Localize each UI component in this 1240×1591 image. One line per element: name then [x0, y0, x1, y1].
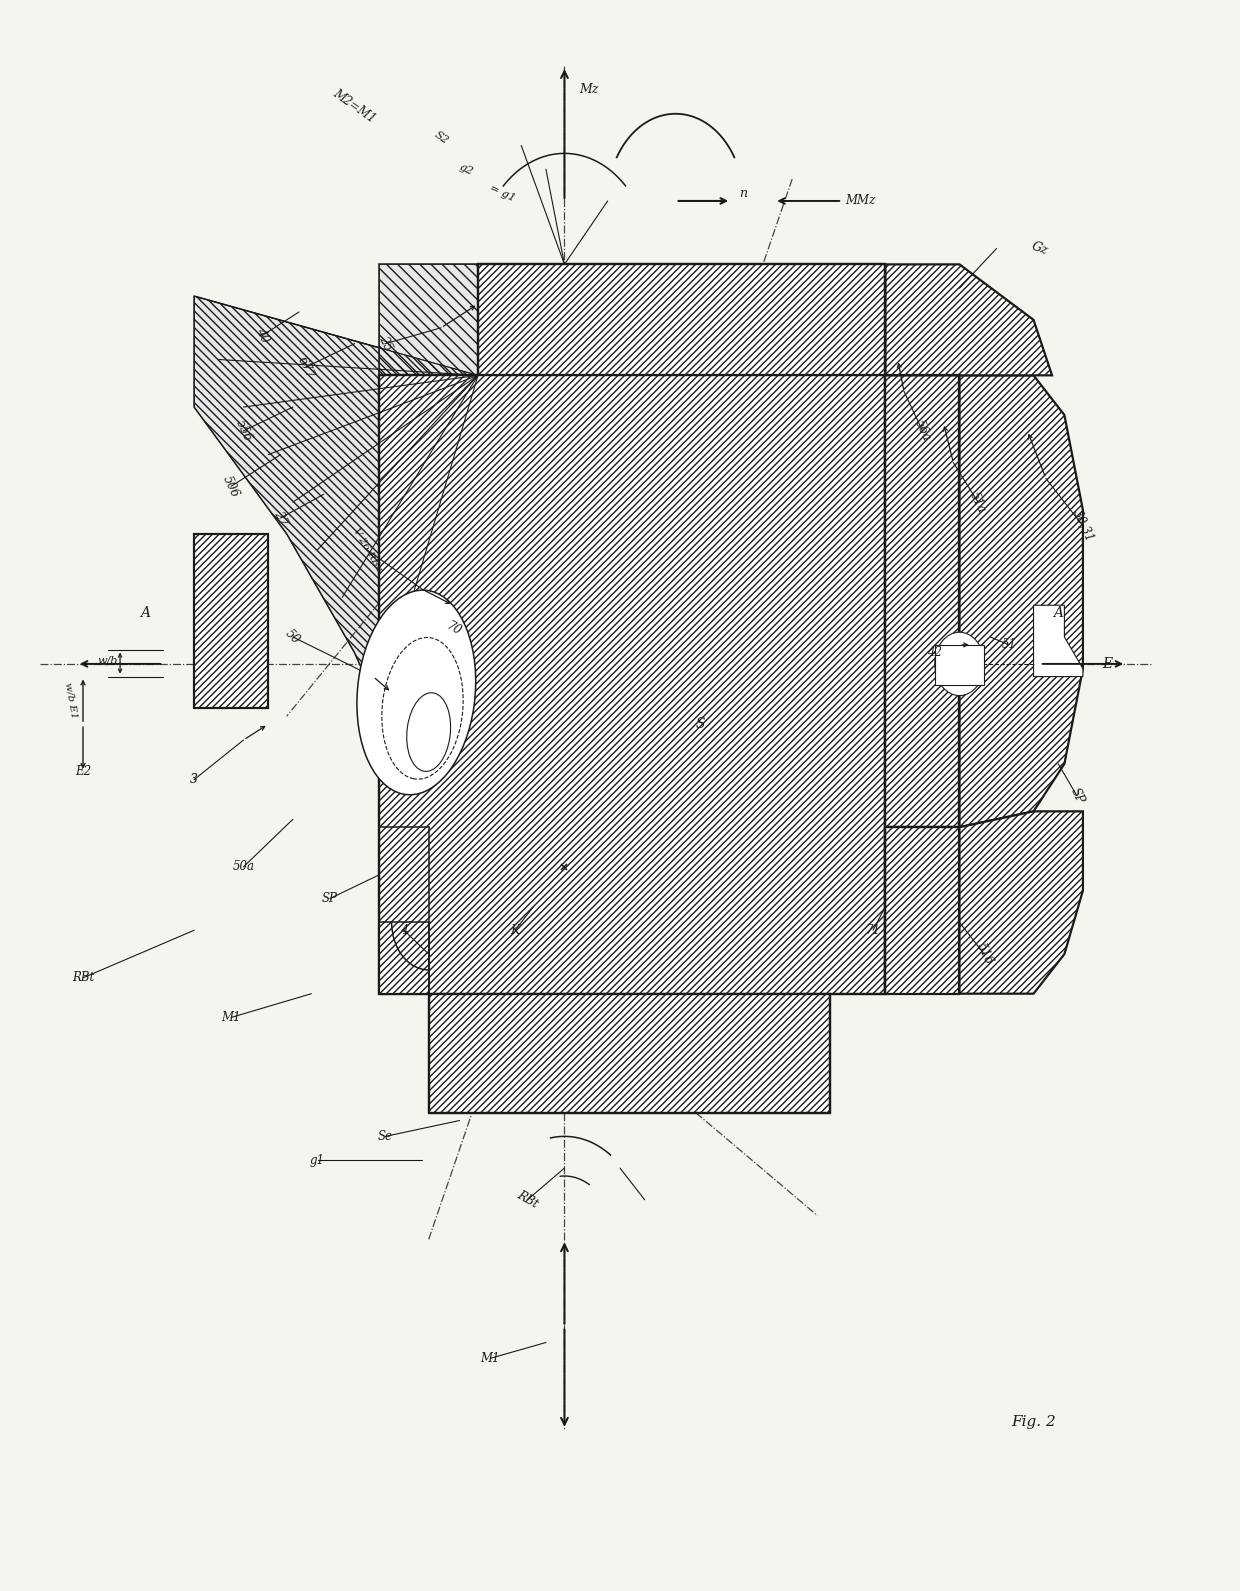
Text: w/b: w/b	[98, 655, 118, 665]
Text: A: A	[140, 606, 150, 620]
Text: = g1: = g1	[489, 183, 517, 204]
Text: S2: S2	[432, 129, 450, 146]
Text: g1: g1	[310, 1153, 325, 1166]
Text: Fig. 2: Fig. 2	[1011, 1414, 1056, 1429]
Polygon shape	[195, 535, 268, 708]
Text: E: E	[1102, 657, 1112, 671]
Ellipse shape	[407, 692, 450, 772]
Polygon shape	[429, 994, 830, 1112]
Text: n: n	[739, 186, 748, 199]
Polygon shape	[1033, 605, 1083, 676]
Text: 556: 556	[233, 418, 254, 444]
Polygon shape	[885, 264, 1052, 375]
Text: 42: 42	[928, 646, 942, 659]
Circle shape	[935, 632, 985, 695]
Text: A: A	[1053, 606, 1063, 620]
Text: Se: Se	[378, 1130, 393, 1142]
Text: w/b E1: w/b E1	[63, 681, 78, 719]
Text: Mz: Mz	[579, 83, 599, 97]
Text: SP: SP	[322, 893, 337, 905]
Text: 25: 25	[377, 334, 394, 353]
Text: Gz: Gz	[1029, 240, 1050, 258]
Text: 3: 3	[190, 773, 198, 786]
Text: 506: 506	[221, 474, 242, 500]
Polygon shape	[379, 923, 429, 994]
Text: M1: M1	[481, 1352, 500, 1365]
Polygon shape	[479, 264, 885, 375]
Text: 50a: 50a	[232, 861, 254, 873]
Text: S: S	[696, 718, 706, 732]
Text: 51a: 51a	[967, 490, 988, 515]
Text: 56a: 56a	[911, 418, 932, 444]
Text: 27: 27	[272, 509, 290, 528]
Text: 516: 516	[973, 942, 994, 967]
Polygon shape	[960, 375, 1083, 827]
Text: 71: 71	[866, 924, 880, 937]
Polygon shape	[379, 264, 479, 375]
Text: K: K	[511, 924, 520, 937]
Text: 30,31: 30,31	[1070, 508, 1096, 544]
Ellipse shape	[382, 638, 464, 780]
Text: RBt: RBt	[72, 972, 94, 985]
Text: V 26 RBa: V 26 RBa	[351, 527, 383, 573]
Ellipse shape	[357, 590, 476, 796]
Text: SP: SP	[1068, 786, 1086, 805]
Text: M2=M1: M2=M1	[331, 86, 378, 126]
Polygon shape	[885, 375, 960, 827]
Polygon shape	[885, 827, 960, 994]
Text: RBt: RBt	[515, 1188, 541, 1211]
Text: 50: 50	[283, 627, 303, 648]
Text: E2: E2	[74, 765, 91, 778]
Bar	[935, 644, 985, 684]
Text: g2: g2	[458, 162, 474, 177]
Polygon shape	[195, 296, 479, 827]
Text: 51: 51	[1002, 638, 1017, 651]
Polygon shape	[960, 811, 1083, 994]
Text: 40: 40	[253, 326, 272, 345]
Polygon shape	[379, 375, 885, 994]
Text: 70: 70	[444, 619, 463, 638]
Text: 4: 4	[401, 924, 408, 937]
Text: M1: M1	[222, 1010, 241, 1025]
Text: MMz: MMz	[846, 194, 875, 207]
Text: 677: 677	[295, 355, 316, 380]
